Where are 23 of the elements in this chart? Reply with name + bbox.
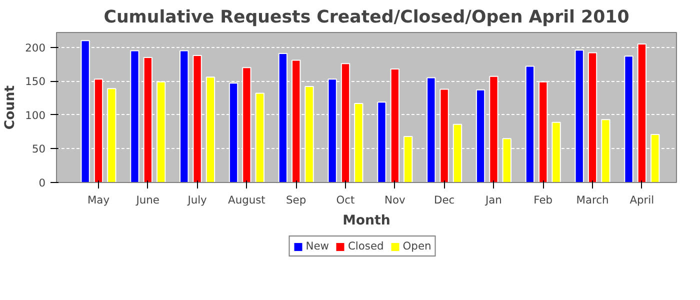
x-tick-label: Sep	[286, 194, 306, 206]
legend-label: Closed	[348, 240, 384, 252]
x-tick-label: March	[576, 194, 609, 206]
y-tick-label: 200	[25, 41, 46, 54]
y-tick-label: 0	[38, 176, 46, 190]
y-tick-label: 100	[25, 108, 46, 122]
y-axis-title: Count	[3, 84, 18, 130]
y-tick-label: 150	[25, 75, 46, 88]
x-tick-label: Feb	[534, 194, 553, 206]
x-tick-label: June	[135, 194, 160, 206]
x-tick-label: July	[186, 194, 207, 206]
legend-label: Open	[402, 240, 432, 252]
x-tick-label: Dec	[434, 194, 455, 206]
x-tick-label: August	[228, 194, 266, 206]
x-tick-label: May	[87, 194, 110, 206]
x-tick-label: Nov	[384, 194, 406, 206]
x-tick-label: Oct	[336, 194, 355, 206]
y-tick-label: 50	[32, 142, 46, 156]
x-tick-label: Jan	[484, 194, 502, 206]
chart-title: Cumulative Requests Created/Closed/Open April 2010	[104, 8, 630, 28]
legend-label: New	[306, 240, 329, 252]
x-tick-label: April	[630, 194, 654, 206]
x-axis-title: Month	[342, 214, 390, 228]
